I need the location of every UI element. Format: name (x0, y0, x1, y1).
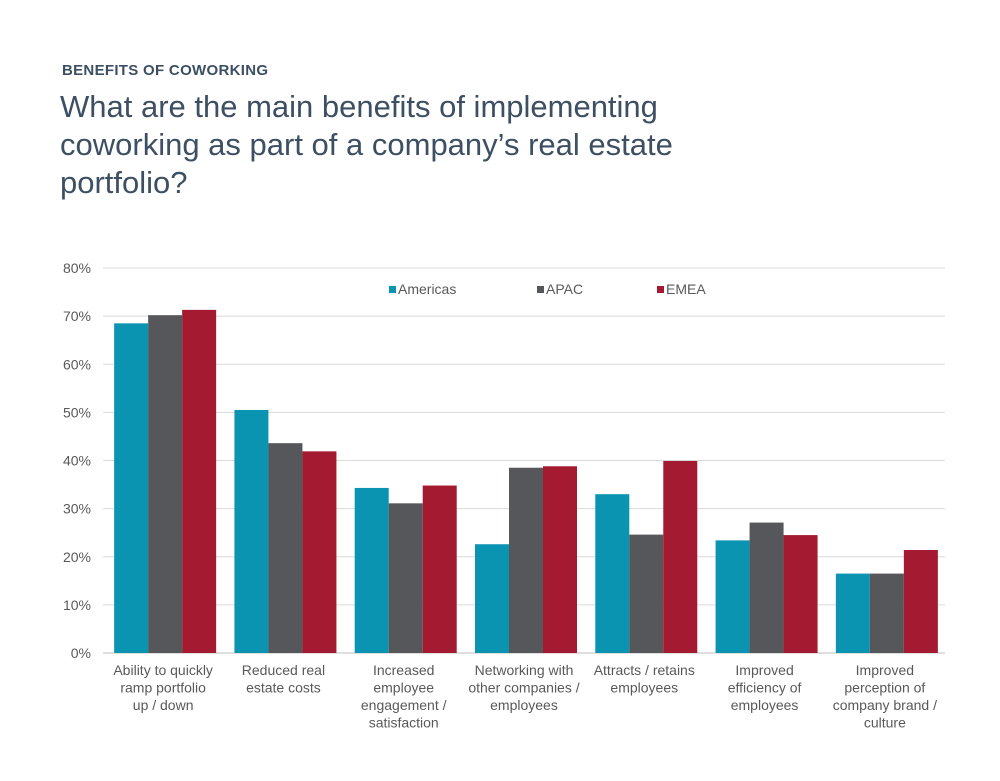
legend-swatch-americas (389, 286, 396, 293)
bar-apac (869, 573, 904, 653)
legend-label-emea: EMEA (666, 281, 706, 297)
y-tick-label: 70% (63, 308, 91, 324)
bar-americas (595, 494, 630, 653)
bar-emea (422, 485, 457, 653)
bar-emea (543, 466, 577, 653)
x-category-label: Reduced real estate costs (242, 662, 325, 696)
y-tick-label: 0% (71, 645, 91, 661)
bar-emea (302, 451, 337, 653)
x-category-label: Networking with other companies / employee… (468, 662, 579, 713)
legend-label-americas: Americas (398, 281, 456, 297)
y-tick-label: 30% (63, 501, 91, 517)
bar-americas (234, 409, 269, 653)
x-category-label: Increased employee engagement / satisfactio… (361, 662, 447, 731)
bar-americas (835, 573, 870, 653)
x-axis-category-labels: Ability to quickly ramp portfolio up / dow… (113, 662, 937, 731)
y-tick-label: 80% (63, 260, 91, 276)
bar-americas (354, 487, 389, 653)
x-category-label: Ability to quickly ramp portfolio up / dow… (113, 662, 213, 713)
bar-americas (114, 323, 149, 653)
bar-apac (629, 534, 664, 653)
x-category-label: Attracts / retains employees (594, 662, 695, 696)
y-tick-label: 20% (63, 549, 91, 565)
y-tick-label: 60% (63, 356, 91, 372)
bar-emea (783, 535, 818, 653)
legend-label-apac: APAC (546, 281, 583, 297)
y-axis-tick-labels: 0% 10% 20% 30% 40% 50% 60% 70% 80% (63, 260, 91, 661)
bar-apac (148, 315, 183, 653)
bar-apac (749, 522, 784, 653)
bar-apac (388, 503, 423, 653)
section-kicker: BENEFITS OF COWORKING (62, 62, 269, 79)
x-category-label: Improved perception of company brand / cult… (833, 662, 937, 731)
bar-emea (903, 550, 938, 653)
bar-americas (715, 540, 750, 653)
bar-emea (663, 460, 698, 653)
bar-emea (182, 309, 217, 653)
bar-apac (509, 467, 543, 653)
bar-americas (475, 544, 509, 653)
page-title: What are the main benefits of implementi… (60, 89, 673, 200)
y-tick-label: 40% (63, 453, 91, 469)
y-tick-label: 10% (63, 597, 91, 613)
y-tick-label: 50% (63, 404, 91, 420)
bars (114, 309, 938, 653)
x-category-label: Improved efficiency of employees (728, 662, 802, 713)
legend-swatch-apac (537, 286, 544, 293)
legend: Americas APAC EMEA (389, 281, 706, 297)
bar-apac (268, 443, 303, 653)
legend-swatch-emea (657, 286, 664, 293)
